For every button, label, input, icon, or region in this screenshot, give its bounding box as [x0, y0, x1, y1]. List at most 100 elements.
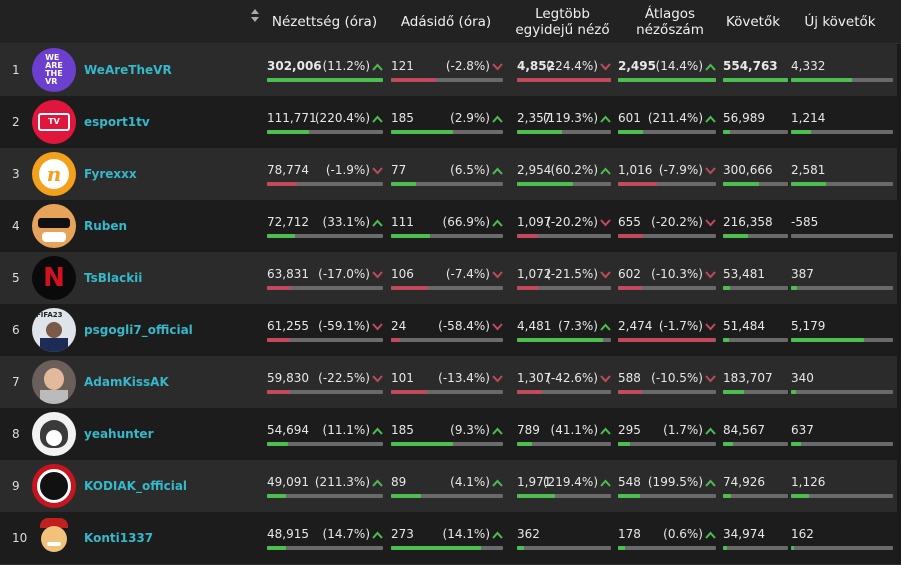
table-row[interactable]: 5 N TsBlackii 63,831 (-17.0%) 106 (-7.4%) 1,072…	[0, 252, 901, 305]
views-cell: 78,774 (-1.9%)	[267, 148, 383, 200]
change-percent: (-42.6%)	[546, 371, 598, 385]
tsblackii-logo[interactable]: N	[32, 256, 76, 300]
new-followers-bar-fill	[791, 286, 798, 290]
airtime-bar	[391, 78, 503, 82]
new-followers-cell: 5,179	[791, 304, 893, 356]
peak-viewers-value: 362	[517, 527, 540, 541]
header-avg-viewers[interactable]: Átlagos nézőszám	[636, 5, 704, 38]
avg-viewers-bar-fill	[618, 130, 643, 134]
airtime-bar-fill	[391, 182, 416, 186]
werethevr-logo[interactable]: WE ARE THE VR	[32, 48, 76, 92]
channel-name-link[interactable]: Konti1337	[84, 531, 154, 545]
avg-viewers-change: (14.4%)	[656, 59, 716, 73]
table-row[interactable]: 9 KODIAK_official 49,091 (211.3%) 89 (4.1%) 1,…	[0, 460, 901, 513]
avg-viewers-bar	[618, 442, 716, 446]
trend-down-icon	[372, 374, 383, 382]
followers-value: 51,484	[723, 319, 765, 333]
change-percent: (-10.3%)	[651, 267, 703, 281]
peak-viewers-bar-fill	[517, 182, 574, 186]
table-row[interactable]: 4 Ruben 72,712 (33.1%) 111 (66.9%) 1,097 (-20.2…	[0, 200, 901, 253]
followers-cell: 300,666	[723, 148, 788, 200]
avg-viewers-cell: 178 (0.6%)	[618, 512, 716, 564]
views-bar-fill	[267, 338, 291, 342]
followers-bar	[723, 494, 788, 498]
views-value: 49,091	[267, 475, 309, 489]
views-change: (-59.1%)	[318, 319, 383, 333]
new-followers-value: 4,332	[791, 59, 826, 73]
airtime-bar	[391, 546, 503, 550]
trend-down-icon	[705, 270, 716, 278]
views-bar	[267, 286, 383, 290]
peak-viewers-cell: 4,852 (-24.4%)	[517, 44, 611, 96]
channel-name-link[interactable]: esport1tv	[84, 115, 150, 129]
peak-viewers-change: (-21.5%)	[546, 267, 611, 281]
table-header: Nézettség (óra) Adásidő (óra) Legtöbb eg…	[0, 0, 901, 44]
new-followers-value: 387	[791, 267, 814, 281]
header-peak-viewers[interactable]: Legtöbb egyidejű néző	[515, 5, 610, 38]
konti-avatar[interactable]	[32, 516, 76, 560]
avg-viewers-bar	[618, 78, 716, 82]
followers-value: 554,763	[723, 59, 778, 73]
header-airtime[interactable]: Adásidő (óra)	[400, 13, 492, 30]
table-row[interactable]: 2 TV esport1tv 111,771 (220.4%) 185 (2.9%) 2,35…	[0, 96, 901, 149]
husky-avatar[interactable]	[32, 412, 76, 456]
trend-up-icon	[372, 531, 383, 539]
table-row[interactable]: 10 Konti1337 48,915 (14.7%) 273 (14.1%) 362 178…	[0, 512, 901, 565]
rank-number: 2	[12, 115, 20, 129]
channel-name-link[interactable]: AdamKissAK	[84, 375, 169, 389]
change-percent: (11.1%)	[322, 423, 370, 437]
channel-name-link[interactable]: KODIAK_official	[84, 479, 188, 493]
avg-viewers-value: 295	[618, 423, 641, 437]
header-new-followers[interactable]: Új követők	[804, 13, 876, 30]
header-followers[interactable]: Követők	[725, 13, 781, 30]
adamkiss-avatar[interactable]	[32, 360, 76, 404]
trend-down-icon	[600, 374, 611, 382]
channel-name-link[interactable]: Fyrexxx	[84, 167, 137, 181]
followers-bar	[723, 338, 788, 342]
esport1-logo[interactable]: TV	[32, 100, 76, 144]
trend-down-icon	[492, 270, 503, 278]
peak-viewers-bar-fill	[517, 338, 604, 342]
channel-name-link[interactable]: Ruben	[84, 219, 128, 233]
sort-icon[interactable]	[250, 8, 260, 24]
table-row[interactable]: 7 AdamKissAK 59,830 (-22.5%) 101 (-13.4%) 1,30…	[0, 356, 901, 409]
ruben-avatar[interactable]	[32, 204, 76, 248]
new-followers-bar	[791, 494, 893, 498]
change-percent: (0.6%)	[663, 527, 703, 541]
channel-name-link[interactable]: TsBlackii	[84, 271, 143, 285]
trend-down-icon	[600, 62, 611, 70]
table-row[interactable]: 6 FIFA23 psgogli7_official 61,255 (-59.1%) 24…	[0, 304, 901, 357]
airtime-change: (-13.4%)	[438, 371, 503, 385]
followers-bar-fill	[723, 390, 745, 394]
channel-name-link[interactable]: WeAreTheVR	[84, 63, 172, 77]
new-followers-cell: 340	[791, 356, 893, 408]
fyrexxx-logo[interactable]: n	[32, 152, 76, 196]
table-row[interactable]: 3 n Fyrexxx 78,774 (-1.9%) 77 (6.5%) 2,954 (60.2…	[0, 148, 901, 201]
followers-bar-fill	[723, 442, 733, 446]
rank-number: 4	[12, 219, 20, 233]
new-followers-bar-fill	[791, 182, 826, 186]
airtime-change: (6.5%)	[450, 163, 503, 177]
kodiak-avatar[interactable]	[32, 464, 76, 508]
avg-viewers-cell: 601 (211.4%)	[618, 96, 716, 148]
peak-viewers-value: 2,954	[517, 163, 552, 177]
rank-number: 5	[12, 271, 20, 285]
channel-name-link[interactable]: psgogli7_official	[84, 323, 193, 337]
rank-number: 6	[12, 323, 20, 337]
new-followers-bar-fill	[791, 390, 797, 394]
airtime-bar	[391, 338, 503, 342]
avg-viewers-value: 1,016	[618, 163, 653, 177]
avg-viewers-cell: 295 (1.7%)	[618, 408, 716, 460]
scrollbar[interactable]	[897, 44, 901, 563]
avg-viewers-change: (-10.5%)	[651, 371, 716, 385]
avg-viewers-change: (211.4%)	[648, 111, 716, 125]
table-row[interactable]: 8 yeahunter 54,694 (11.1%) 185 (9.3%) 789 (41.1…	[0, 408, 901, 461]
views-change: (-17.0%)	[318, 267, 383, 281]
peak-viewers-bar-fill	[517, 442, 533, 446]
fifa23-avatar[interactable]: FIFA23	[32, 308, 76, 352]
table-row[interactable]: 1 WE ARE THE VR WeAreTheVR 302,006 (11.2%) 121 (-…	[0, 44, 901, 97]
change-percent: (-1.9%)	[325, 163, 370, 177]
peak-viewers-bar	[517, 494, 611, 498]
header-views[interactable]: Nézettség (óra)	[271, 13, 378, 30]
channel-name-link[interactable]: yeahunter	[84, 427, 154, 441]
